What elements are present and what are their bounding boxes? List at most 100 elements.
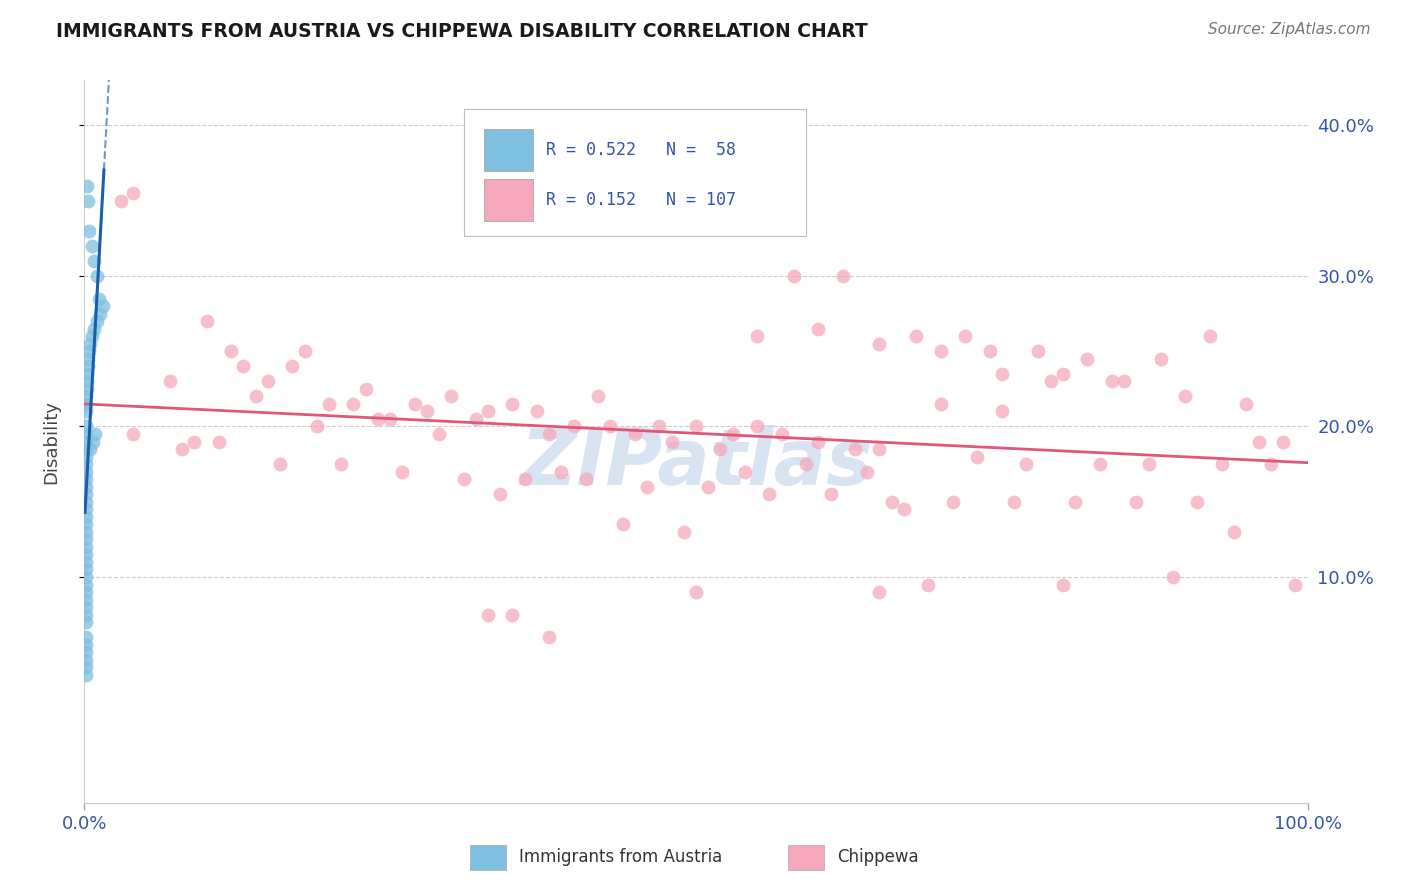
Point (75, 509, 97, 524)
Point (82, 434, 104, 449)
Point (991, 404, 1014, 418)
Point (75, 548, 97, 562)
Point (464, 412, 486, 426)
Point (794, 457, 817, 471)
Point (75, 404, 97, 418)
Point (122, 186, 145, 201)
Point (477, 607, 499, 622)
Point (75, 397, 97, 411)
Point (77, 344, 100, 359)
Point (87, 292, 110, 306)
Point (77, 224, 100, 238)
Point (354, 382, 377, 396)
Point (1076, 351, 1098, 366)
Y-axis label: Disability: Disability (42, 400, 60, 483)
Point (538, 630, 561, 644)
Point (550, 465, 572, 479)
Point (612, 517, 634, 532)
Text: IMMIGRANTS FROM AUSTRIA VS CHIPPEWA DISABILITY CORRELATION CHART: IMMIGRANTS FROM AUSTRIA VS CHIPPEWA DISA… (56, 22, 868, 41)
Point (1236, 397, 1258, 411)
Point (869, 585, 891, 599)
Point (75, 585, 97, 599)
Point (342, 397, 364, 411)
Point (75, 607, 97, 622)
Text: Source: ZipAtlas.com: Source: ZipAtlas.com (1208, 22, 1371, 37)
Point (380, 412, 402, 426)
Point (79, 336, 101, 351)
Point (526, 404, 548, 418)
Point (685, 419, 707, 434)
Point (1284, 577, 1306, 591)
Point (562, 419, 585, 434)
Point (721, 427, 744, 442)
Point (1211, 457, 1233, 471)
Point (86, 268, 108, 283)
Point (75, 517, 97, 532)
Point (404, 397, 426, 411)
Point (86, 314, 108, 328)
Point (661, 434, 683, 449)
Point (76, 374, 98, 388)
Point (758, 487, 780, 501)
Point (734, 465, 756, 479)
Point (75, 592, 97, 607)
Point (1064, 494, 1087, 508)
Point (709, 442, 731, 456)
Point (75, 615, 97, 630)
Point (477, 404, 499, 418)
Text: R = 0.522   N =  58: R = 0.522 N = 58 (546, 141, 735, 159)
Point (294, 344, 316, 359)
Point (75, 487, 97, 501)
Point (1039, 374, 1062, 388)
Point (75, 577, 97, 591)
Point (966, 450, 988, 464)
Point (1247, 434, 1270, 449)
Point (636, 480, 658, 494)
Point (76, 367, 98, 381)
Point (75, 472, 97, 486)
FancyBboxPatch shape (484, 179, 533, 221)
Point (1174, 389, 1197, 403)
Point (427, 427, 450, 442)
Point (1223, 524, 1246, 539)
Point (747, 329, 769, 343)
Point (391, 465, 413, 479)
FancyBboxPatch shape (484, 128, 533, 170)
Point (893, 502, 915, 516)
Point (76, 382, 98, 396)
Point (75, 419, 97, 434)
Point (440, 389, 463, 403)
Point (575, 472, 598, 486)
Point (513, 472, 536, 486)
Point (91, 299, 114, 313)
Point (880, 494, 903, 508)
Point (77, 194, 100, 208)
Point (84, 427, 107, 442)
Point (75, 645, 97, 659)
Point (75, 555, 97, 569)
Point (75, 533, 97, 547)
Point (624, 427, 647, 442)
Point (89, 307, 111, 321)
Point (183, 434, 205, 449)
Point (1137, 457, 1160, 471)
Point (75, 480, 97, 494)
Point (1101, 374, 1123, 388)
Point (80, 239, 103, 253)
Point (76, 178, 98, 193)
Point (75, 660, 97, 674)
Point (1198, 329, 1220, 343)
Point (489, 487, 512, 501)
Point (1272, 434, 1295, 449)
Point (75, 494, 97, 508)
Point (1015, 457, 1038, 471)
Point (110, 194, 132, 208)
Point (80, 329, 103, 343)
Point (75, 502, 97, 516)
Point (269, 457, 291, 471)
Point (1187, 494, 1209, 508)
Point (330, 457, 353, 471)
Point (1088, 457, 1111, 471)
Point (697, 480, 720, 494)
Point (942, 494, 965, 508)
